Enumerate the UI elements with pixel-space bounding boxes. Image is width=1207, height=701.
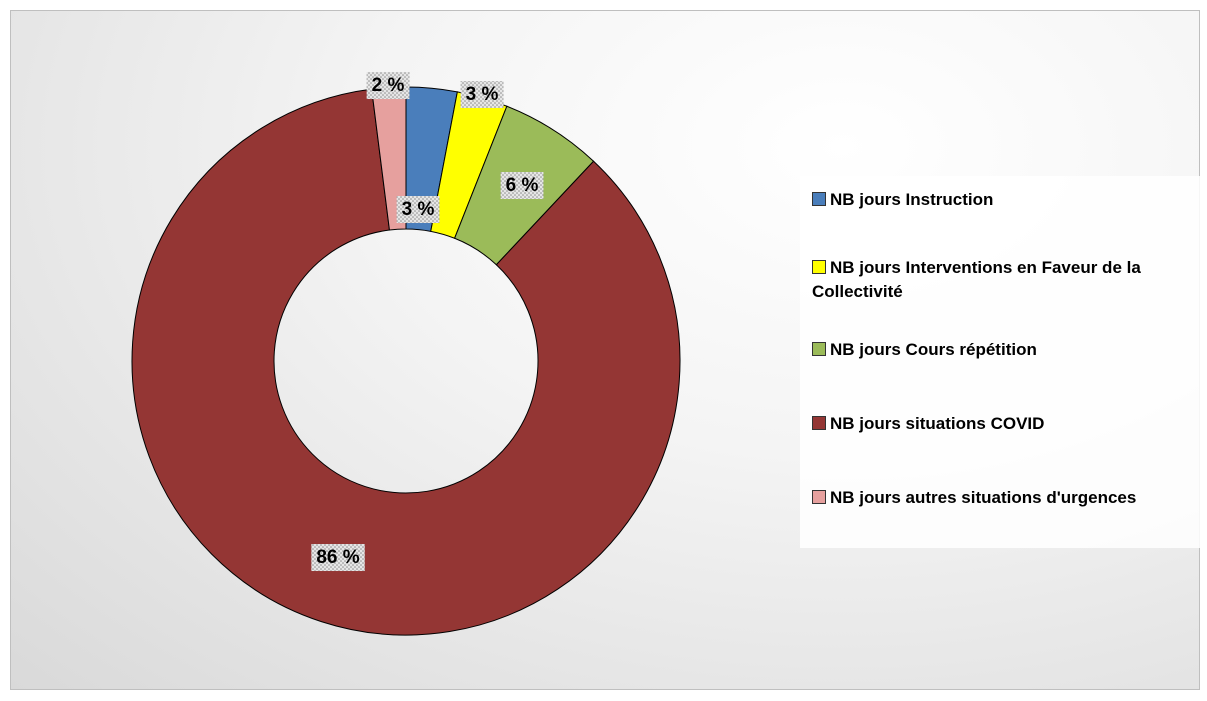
data-label-bg (460, 81, 504, 109)
legend: NB jours Instruction NB jours Interventio… (800, 176, 1203, 548)
legend-label: NB jours Cours répétition (830, 340, 1037, 359)
legend-swatch (812, 192, 826, 206)
data-label-bg (396, 196, 440, 224)
data-label: 2 % (372, 75, 405, 96)
data-label: 6 % (506, 175, 539, 196)
legend-item: NB jours autres situations d'urgences (812, 486, 1197, 510)
legend-item: NB jours situations COVID (812, 412, 1197, 436)
data-label: 86 % (316, 547, 359, 568)
legend-swatch (812, 416, 826, 430)
data-label: 3 % (402, 199, 435, 220)
legend-label: NB jours autres situations d'urgences (830, 488, 1137, 507)
legend-swatch (812, 342, 826, 356)
data-label: 3 % (466, 84, 499, 105)
legend-label: NB jours Instruction (830, 190, 994, 209)
legend-swatch (812, 490, 826, 504)
legend-item: NB jours Cours répétition (812, 338, 1197, 362)
data-label-bg (311, 544, 365, 572)
legend-swatch (812, 260, 826, 274)
donut-slice (131, 88, 681, 636)
legend-label: NB jours Interventions en Faveur de la C… (812, 258, 1141, 301)
data-label-bg (366, 72, 410, 100)
legend-label: NB jours situations COVID (830, 414, 1045, 433)
legend-item: NB jours Instruction (812, 188, 1197, 212)
legend-item: NB jours Interventions en Faveur de la C… (812, 256, 1197, 304)
data-label-bg (500, 172, 544, 200)
